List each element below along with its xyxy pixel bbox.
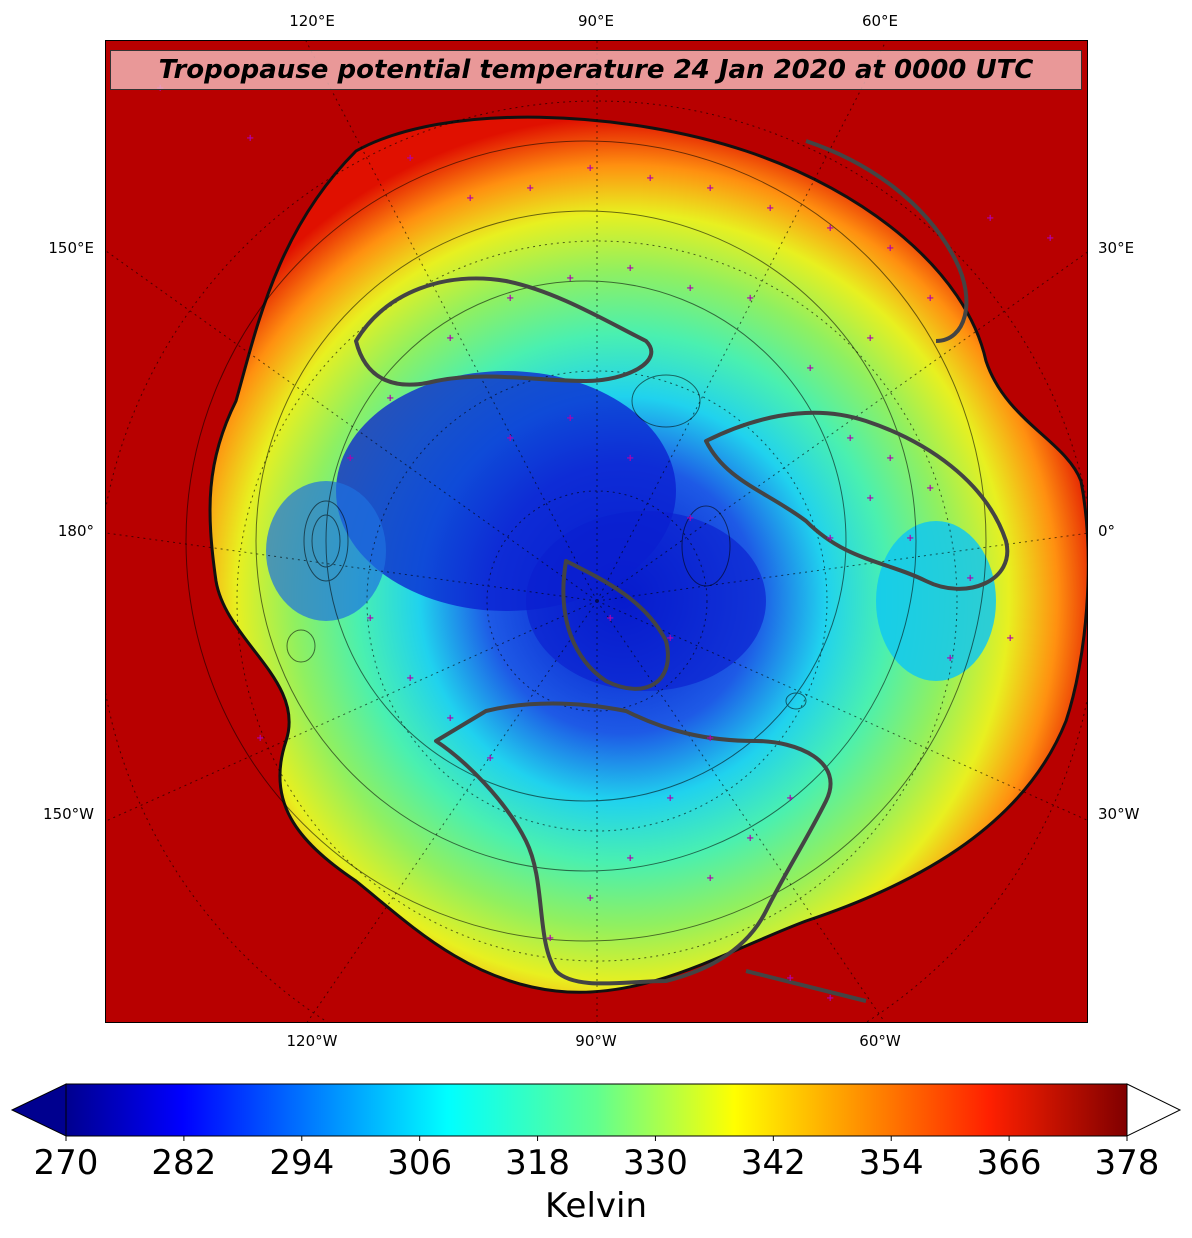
svg-text:+: + [446,333,454,344]
cold-lobe-atlantic [876,521,996,681]
lon-label-right-3: 30°W [1098,805,1140,823]
graticule [106,41,1087,1022]
colorbar-tick-270: 270 [33,1143,99,1183]
map-panel: + + + + + + + + + + + + + + + + + + + + + + + + + + + + + + … [105,40,1088,1023]
colorbar-tick-378: 378 [1094,1143,1160,1183]
svg-text:+: + [986,213,994,224]
svg-text:+: + [886,243,894,254]
svg-text:+: + [486,753,494,764]
svg-text:+: + [946,653,954,664]
svg-text:+: + [786,793,794,804]
svg-text:+: + [786,973,794,984]
svg-text:+: + [646,173,654,184]
svg-text:+: + [866,333,874,344]
svg-text:+: + [526,183,534,194]
svg-text:+: + [626,263,634,274]
svg-text:+: + [706,183,714,194]
map-canvas: +++ +++ +++ +++ +++ ++ + +++ +++ +++ +++ … [106,41,1087,1022]
svg-text:+: + [926,483,934,494]
lon-label-bottom-2: 90°W [575,1032,617,1050]
svg-text:+: + [1046,233,1054,244]
svg-text:+: + [846,433,854,444]
svg-text:+: + [766,203,774,214]
lon-label-left-3: 150°W [43,805,94,823]
lon-label-top-2: 90°E [577,12,615,30]
svg-text:+: + [406,673,414,684]
vortex-lobe [526,511,766,691]
svg-text:+: + [506,293,514,304]
svg-text:+: + [826,993,834,1004]
svg-text:+: + [446,713,454,724]
svg-text:+: + [606,613,614,624]
svg-text:+: + [626,453,634,464]
svg-text:+: + [586,893,594,904]
colorbar-tick-294: 294 [269,1143,335,1183]
svg-text:+: + [746,293,754,304]
map-title: Tropopause potential temperature 24 Jan … [110,50,1082,90]
lon-label-right-2: 0° [1098,522,1116,540]
svg-text:+: + [746,833,754,844]
svg-text:+: + [506,433,514,444]
colorbar-tick-366: 366 [976,1143,1042,1183]
svg-text:+: + [926,293,934,304]
lon-label-bottom-1: 120°W [286,1032,338,1050]
colorbar-tick-318: 318 [505,1143,570,1183]
svg-text:+: + [256,733,264,744]
svg-text:+: + [346,453,354,464]
svg-text:+: + [406,153,414,164]
svg-text:+: + [666,793,674,804]
svg-text:+: + [1006,633,1014,644]
svg-text:+: + [826,533,834,544]
lon-label-top-1: 120°E [289,12,335,30]
svg-text:+: + [686,283,694,294]
colorbar-tick-354: 354 [858,1143,924,1183]
svg-text:+: + [966,573,974,584]
svg-text:+: + [686,513,694,524]
svg-text:+: + [366,613,374,624]
svg-text:+: + [866,493,874,504]
svg-text:+: + [386,393,394,404]
svg-text:+: + [826,223,834,234]
svg-text:+: + [806,363,814,374]
svg-text:+: + [246,133,254,144]
coastlines [354,139,1010,1003]
svg-text:+: + [566,413,574,424]
contour-lines [185,140,987,942]
svg-text:+: + [586,163,594,174]
colorbar-tick-282: 282 [151,1143,217,1183]
colorbar-tick-342: 342 [740,1143,806,1183]
svg-text:+: + [666,633,674,644]
colorbar-extend-high [1126,1083,1182,1137]
svg-text:+: + [906,533,914,544]
lon-label-left-1: 150°E [48,239,94,257]
colorbar-tick-306: 306 [387,1143,453,1183]
lon-label-right-1: 30°E [1098,239,1135,257]
lon-label-bottom-3: 60°W [859,1032,901,1050]
svg-text:+: + [466,193,474,204]
svg-text:+: + [706,873,714,884]
lon-label-top-3: 60°E [861,12,899,30]
colorbar-extend-low [10,1083,67,1137]
svg-text:+: + [626,853,634,864]
svg-text:+: + [566,273,574,284]
svg-text:+: + [886,453,894,464]
colorbar [10,1083,1182,1141]
colorbar-gradient [65,1083,1128,1137]
svg-text:+: + [546,933,554,944]
lon-label-left-2: 180° [57,522,94,540]
colorbar-tick-330: 330 [622,1143,688,1183]
svg-text:+: + [706,733,714,744]
colorbar-ticks [65,1136,1128,1141]
colorbar-label: Kelvin [544,1186,648,1226]
